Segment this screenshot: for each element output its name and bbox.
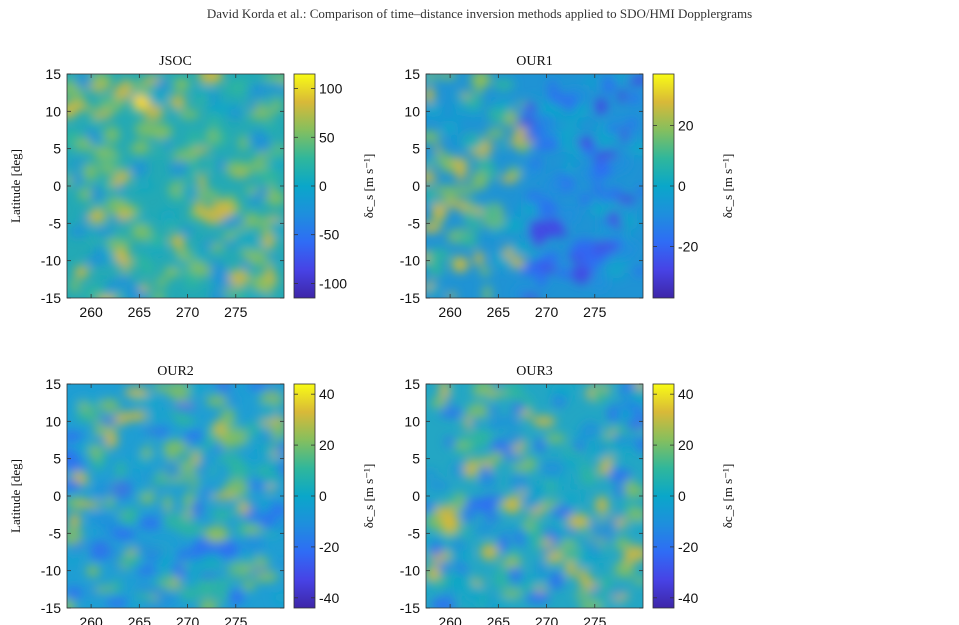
colorbar: 40 20 0 -20 -40 δc_s [m s⁻¹] [652,383,735,609]
y-tick-label: -15 [41,600,61,616]
y-tick-label: 10 [45,413,61,429]
y-tick-label: 10 [404,103,420,119]
y-tick-label: 0 [53,488,61,504]
colorbar-tick-label: 20 [678,117,694,133]
y-tick-label: -15 [400,290,420,306]
colorbar: 20 0 -20 δc_s [m s⁻¹] [652,73,735,299]
colorbar-tick-label: -40 [678,590,698,606]
panel-title: OUR1 [516,54,553,69]
x-tick-label: 270 [535,304,559,320]
y-tick-label: -5 [408,525,421,541]
colorbar-tick-label: -40 [319,590,339,606]
x-tick-label: 275 [583,304,607,320]
y-tick-label: 15 [404,376,420,392]
colorbar-tick-label: -20 [678,539,698,555]
colorbar-tick-label: 20 [678,437,694,453]
x-tick-label: 265 [128,614,152,625]
y-tick-label: -5 [49,215,62,231]
x-tick-label: 265 [487,304,511,320]
colorbar-tick-label: 100 [319,81,343,97]
y-tick-label: 15 [45,376,61,392]
colorbar-label: δc_s [m s⁻¹] [720,154,735,219]
colorbar-label: δc_s [m s⁻¹] [361,464,376,529]
y-axis-label: Latitude [deg] [8,149,23,223]
colorbar-tick-label: 20 [319,437,335,453]
page-header: David Korda et al.: Comparison of time–d… [206,6,753,21]
y-tick-label: -5 [408,215,421,231]
colorbar-label: δc_s [m s⁻¹] [720,464,735,529]
x-tick-label: 260 [438,614,462,625]
colorbar-tick-label: 0 [678,178,686,194]
x-tick-label: 260 [438,304,462,320]
colorbar-tick-label: -20 [678,239,698,255]
colorbar-tick-label: -50 [319,227,339,243]
y-tick-label: 10 [404,413,420,429]
colorbar-tick-label: 0 [319,488,327,504]
heatmap-field [426,74,643,298]
heatmap-field [67,384,284,608]
x-tick-label: 260 [79,304,103,320]
y-tick-label: 0 [412,178,420,194]
colorbar-tick-label: -100 [319,275,347,291]
y-tick-label: 15 [45,66,61,82]
colorbar-tick-label: 0 [319,178,327,194]
panel-title: OUR2 [157,364,194,379]
y-tick-label: 10 [45,103,61,119]
panel-title: JSOC [159,54,192,69]
y-tick-label: 5 [53,141,61,157]
y-tick-label: -5 [49,525,62,541]
panel-title: OUR3 [516,364,553,379]
heatmap-field [426,384,643,608]
colorbar-tick-label: 40 [678,386,694,402]
x-tick-label: 260 [79,614,103,625]
y-tick-label: -10 [400,253,420,269]
y-tick-label: -10 [41,253,61,269]
y-axis-label: Latitude [deg] [8,459,23,533]
x-tick-label: 275 [224,614,248,625]
x-tick-label: 265 [487,614,511,625]
y-tick-label: -15 [41,290,61,306]
x-tick-label: 270 [176,304,200,320]
y-tick-label: 5 [53,451,61,467]
y-tick-label: -10 [400,563,420,579]
colorbar-tick-label: 0 [678,488,686,504]
panel-our3: OUR3 15 10 5 0 -5 -10 -15 260 265 270 275 40 20 0 -20 -4… [400,364,735,625]
colorbar: 40 20 0 -20 -40 δc_s [m s⁻¹] [293,383,376,609]
x-tick-label: 275 [224,304,248,320]
colorbar-tick-label: 40 [319,386,335,402]
x-tick-label: 275 [583,614,607,625]
colorbar-tick-label: 50 [319,129,335,145]
panel-our1: OUR1 15 10 5 0 -5 -10 -15 260 265 270 275 20 0 -20 δc_s… [400,54,735,320]
y-tick-label: 15 [404,66,420,82]
colorbar-label: δc_s [m s⁻¹] [361,154,376,219]
colorbar: 100 50 0 -50 -100 δc_s [m s⁻¹] [293,73,376,299]
y-tick-label: 5 [412,141,420,157]
y-tick-label: -15 [400,600,420,616]
y-tick-label: -10 [41,563,61,579]
x-tick-label: 265 [128,304,152,320]
y-tick-label: 0 [412,488,420,504]
x-tick-label: 270 [535,614,559,625]
x-tick-label: 270 [176,614,200,625]
y-tick-label: 0 [53,178,61,194]
panel-our2: OUR2 15 10 5 0 -5 -10 -15 260 265 270 275 Latitude [… [8,364,376,625]
heatmap-field [67,74,284,298]
y-tick-label: 5 [412,451,420,467]
colorbar-tick-label: -20 [319,539,339,555]
